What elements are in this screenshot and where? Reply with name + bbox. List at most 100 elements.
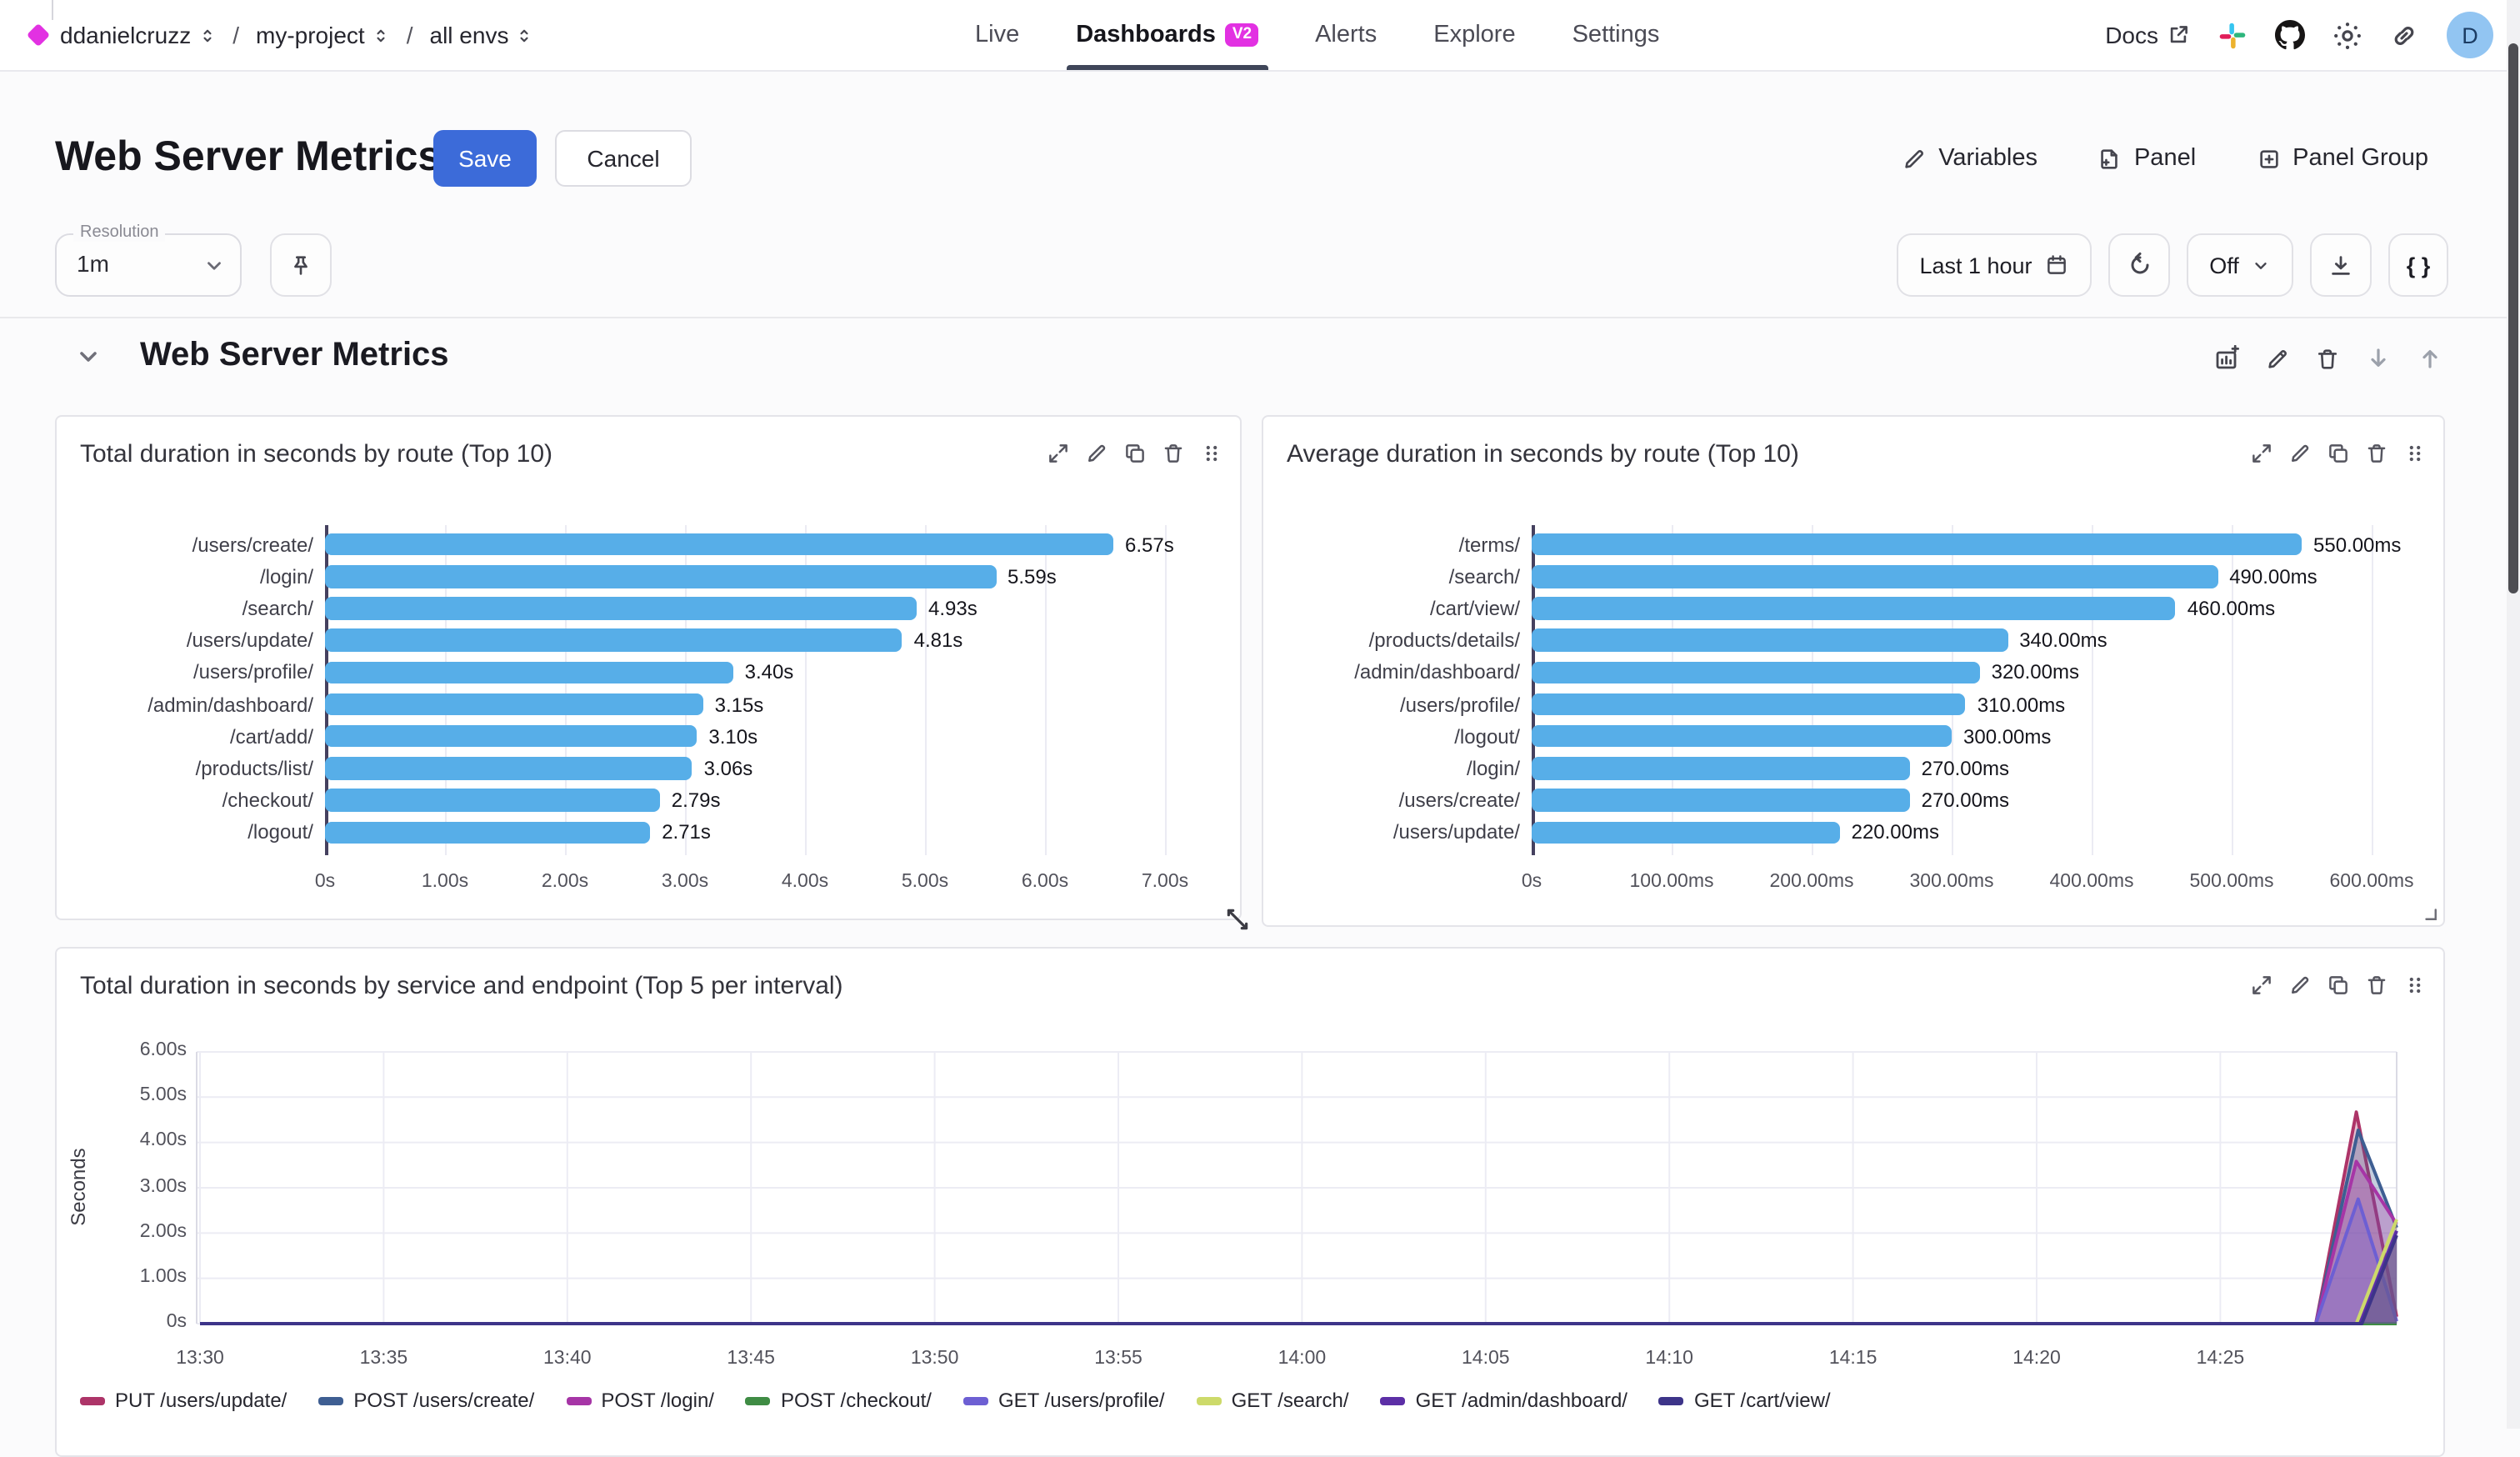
legend-item[interactable]: POST /checkout/	[745, 1389, 932, 1412]
panel-resize-handle[interactable]	[1223, 905, 1252, 934]
expand-icon[interactable]	[1047, 442, 1070, 465]
theme-sun-icon[interactable]	[2333, 21, 2362, 49]
bar[interactable]	[325, 724, 698, 748]
legend-item[interactable]: PUT /users/update/	[80, 1389, 287, 1412]
bar-value-label: 460.00ms	[2187, 596, 2276, 620]
move-up-icon[interactable]	[2417, 345, 2443, 372]
nav-label: Explore	[1433, 22, 1516, 48]
top-header: ddanielcruzz / my-project / all envs Liv…	[0, 0, 2520, 72]
bar[interactable]	[1532, 757, 1910, 780]
x-tick-label: 6.00s	[1021, 872, 1069, 892]
legend-item[interactable]: GET /admin/dashboard/	[1380, 1389, 1628, 1412]
bar[interactable]	[325, 789, 660, 812]
delete-section-trash-icon[interactable]	[2315, 346, 2340, 371]
edit-pencil-icon[interactable]	[2288, 974, 2312, 997]
add-chart-icon[interactable]	[2213, 345, 2240, 372]
auto-refresh-select[interactable]: Off	[2187, 233, 2293, 297]
bar[interactable]	[1532, 821, 1840, 844]
category-label: /logout/	[248, 820, 313, 844]
section-collapse-chevron-icon[interactable]	[75, 343, 102, 370]
slack-icon[interactable]	[2218, 21, 2247, 49]
drag-handle-icon[interactable]	[2403, 974, 2427, 997]
edit-pencil-icon[interactable]	[1085, 442, 1108, 465]
scrollbar-track[interactable]	[2507, 0, 2520, 1429]
user-avatar[interactable]: D	[2447, 12, 2493, 58]
bar[interactable]	[1532, 565, 2218, 588]
save-button[interactable]: Save	[433, 130, 537, 187]
resolution-select[interactable]: Resolution 1m	[55, 223, 242, 297]
line-chart-plot[interactable]	[57, 949, 2447, 1385]
breadcrumb-org[interactable]: ddanielcruzz	[60, 22, 216, 48]
nav-item-explore[interactable]: Explore	[1433, 0, 1515, 70]
bar[interactable]	[325, 757, 692, 780]
expand-icon[interactable]	[2250, 974, 2273, 997]
bar[interactable]	[325, 597, 917, 620]
category-label: /users/create/	[1398, 789, 1520, 813]
bar-value-label: 340.00ms	[2019, 628, 2108, 653]
bar[interactable]	[1532, 661, 1980, 684]
delete-trash-icon[interactable]	[1162, 442, 1185, 465]
breadcrumb-project[interactable]: my-project	[256, 22, 390, 48]
legend-item[interactable]: POST /users/create/	[318, 1389, 534, 1412]
panel-resize-handle[interactable]	[2420, 904, 2440, 924]
bar-track: 3.40s	[325, 661, 1220, 684]
legend-swatch	[318, 1396, 344, 1404]
legend-swatch	[566, 1396, 592, 1404]
bar-value-label: 270.00ms	[1921, 789, 2009, 813]
scrollbar-thumb[interactable]	[2508, 43, 2518, 593]
nav-item-live[interactable]: Live	[975, 0, 1019, 70]
bar[interactable]	[325, 821, 651, 844]
y-tick-label: 3.00s	[139, 1176, 187, 1196]
breadcrumb-env[interactable]: all envs	[430, 22, 534, 48]
y-tick-label: 5.00s	[139, 1085, 187, 1106]
bar[interactable]	[1532, 693, 1966, 716]
duplicate-copy-icon[interactable]	[2327, 442, 2350, 465]
bar[interactable]	[325, 693, 703, 716]
bar[interactable]	[1532, 533, 2302, 556]
x-tick-label: 14:20	[2012, 1349, 2061, 1369]
nav-item-alerts[interactable]: Alerts	[1315, 0, 1377, 70]
legend-item[interactable]: GET /search/	[1196, 1389, 1349, 1412]
bar[interactable]	[325, 565, 996, 588]
delete-trash-icon[interactable]	[2365, 442, 2388, 465]
json-view-button[interactable]: { }	[2388, 233, 2448, 297]
bar[interactable]	[325, 628, 902, 652]
move-down-icon[interactable]	[2365, 345, 2392, 372]
panel-duration-by-service-endpoint: Total duration in seconds by service and…	[55, 947, 2445, 1457]
legend-item[interactable]: GET /cart/view/	[1658, 1389, 1831, 1412]
variables-button[interactable]: Variables	[1902, 145, 2038, 172]
bar[interactable]	[325, 533, 1113, 556]
legend-item[interactable]: GET /users/profile/	[962, 1389, 1165, 1412]
delete-trash-icon[interactable]	[2365, 974, 2388, 997]
bar[interactable]	[1532, 789, 1910, 812]
x-tick-label: 13:50	[910, 1349, 959, 1369]
time-range-button[interactable]: Last 1 hour	[1897, 233, 2092, 297]
expand-icon[interactable]	[2250, 442, 2273, 465]
edit-section-pencil-icon[interactable]	[2265, 346, 2290, 371]
drag-handle-icon[interactable]	[1200, 442, 1223, 465]
gridline	[1532, 525, 1534, 855]
refresh-button[interactable]	[2108, 233, 2170, 297]
nav-item-dashboards[interactable]: Dashboards V2	[1066, 0, 1269, 70]
bar-row: /login/ 5.59s	[80, 560, 1220, 592]
bar[interactable]	[1532, 724, 1952, 748]
series-area	[200, 1130, 2397, 1324]
x-tick-label: 14:00	[1278, 1349, 1327, 1369]
share-link-icon[interactable]	[2390, 21, 2418, 49]
nav-item-settings[interactable]: Settings	[1572, 0, 1660, 70]
cancel-button[interactable]: Cancel	[555, 130, 692, 187]
legend-item[interactable]: POST /login/	[566, 1389, 714, 1412]
edit-pencil-icon[interactable]	[2288, 442, 2312, 465]
drag-handle-icon[interactable]	[2403, 442, 2427, 465]
add-panel-button[interactable]: Panel	[2098, 145, 2196, 172]
pin-resolution-button[interactable]	[270, 233, 332, 297]
bar[interactable]	[1532, 628, 2008, 652]
add-panel-group-button[interactable]: Panel Group	[2256, 145, 2428, 172]
github-icon[interactable]	[2275, 20, 2305, 50]
duplicate-copy-icon[interactable]	[1123, 442, 1147, 465]
duplicate-copy-icon[interactable]	[2327, 974, 2350, 997]
docs-link[interactable]: Docs	[2105, 22, 2190, 48]
download-button[interactable]	[2310, 233, 2372, 297]
bar[interactable]	[325, 661, 733, 684]
bar[interactable]	[1532, 597, 2176, 620]
